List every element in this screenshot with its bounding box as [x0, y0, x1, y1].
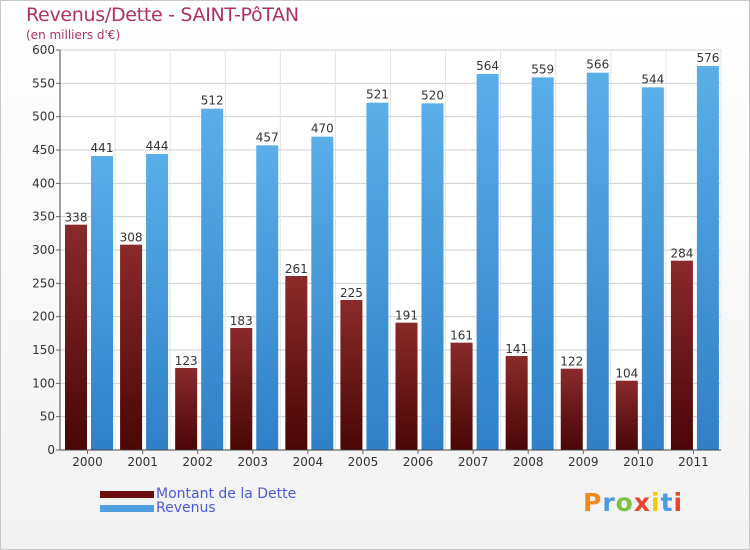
bar-dette-2006 [395, 322, 418, 450]
x-tick-label-2004: 2004 [293, 455, 324, 469]
data-label-dette-2007: 161 [450, 329, 473, 343]
legend-item-revenus: Revenus [100, 500, 216, 516]
bar-dette-2000 [65, 224, 87, 450]
bar-dette-2008 [505, 356, 528, 450]
bar-revenus-2009 [586, 72, 609, 451]
logo-letter: t [660, 488, 674, 517]
x-tick-label-2009: 2009 [568, 455, 599, 469]
data-label-revenus-2009: 566 [586, 58, 609, 72]
y-tick-label: 300 [32, 243, 55, 257]
data-label-revenus-2007: 564 [476, 59, 499, 73]
data-label-dette-2000: 338 [65, 211, 88, 225]
data-label-revenus-2005: 521 [366, 88, 389, 102]
data-label-dette-2006: 191 [395, 309, 418, 323]
logo-letter: x [633, 488, 651, 517]
legend-item-dette: Montant de la Dette [100, 486, 296, 502]
bar-dette-2004 [285, 276, 308, 450]
x-tick-label-2006: 2006 [403, 455, 434, 469]
data-label-dette-2011: 284 [670, 247, 693, 261]
y-tick-label: 400 [32, 176, 55, 190]
bar-revenus-2008 [531, 77, 554, 450]
chart-subtitle: (en milliers d'€) [26, 28, 121, 42]
bar-dette-2009 [560, 368, 583, 450]
x-tick-label-2005: 2005 [348, 455, 379, 469]
x-tick-label-2003: 2003 [238, 455, 269, 469]
data-label-revenus-2006: 520 [421, 88, 444, 102]
logo-letter: P [583, 488, 603, 517]
legend-swatch-revenus [100, 504, 154, 512]
y-tick-label: 150 [32, 343, 55, 357]
y-tick-label: 250 [32, 276, 55, 290]
bar-revenus-2011 [696, 66, 719, 450]
data-label-dette-2002: 123 [175, 354, 198, 368]
bar-revenus-2001 [146, 154, 169, 450]
data-label-revenus-2003: 457 [256, 130, 279, 144]
data-label-revenus-2001: 444 [146, 139, 169, 153]
bar-revenus-2000 [91, 156, 113, 450]
bar-dette-2002 [175, 368, 198, 450]
legend-label-revenus: Revenus [156, 500, 216, 516]
data-label-revenus-2004: 470 [311, 122, 334, 136]
data-label-revenus-2010: 544 [641, 72, 664, 86]
x-tick-label-2001: 2001 [127, 455, 158, 469]
data-label-dette-2003: 183 [230, 314, 253, 328]
x-tick-label-2008: 2008 [513, 455, 544, 469]
data-label-revenus-2002: 512 [201, 94, 224, 108]
x-tick-label-2011: 2011 [678, 455, 709, 469]
data-label-revenus-2000: 441 [91, 141, 114, 155]
x-tick-label-2010: 2010 [623, 455, 654, 469]
y-tick-label: 500 [32, 110, 55, 124]
data-label-dette-2009: 122 [560, 355, 583, 369]
data-label-dette-2010: 104 [615, 367, 638, 381]
data-label-revenus-2008: 559 [531, 62, 554, 76]
y-tick-label: 0 [47, 443, 55, 457]
y-tick-label: 350 [32, 210, 55, 224]
x-tick-label-2002: 2002 [182, 455, 213, 469]
y-tick-label: 200 [32, 310, 55, 324]
y-tick-label: 550 [32, 76, 55, 90]
bar-dette-2011 [670, 260, 693, 450]
y-tick-label: 100 [32, 376, 55, 390]
bar-revenus-2007 [476, 74, 499, 450]
bar-revenus-2003 [256, 145, 279, 451]
data-label-dette-2008: 141 [505, 342, 528, 356]
bar-revenus-2010 [641, 87, 664, 450]
logo-letter: i [651, 488, 661, 517]
bar-revenus-2006 [421, 103, 444, 450]
data-label-dette-2005: 225 [340, 286, 363, 300]
bar-revenus-2005 [366, 102, 389, 451]
legend-label-dette: Montant de la Dette [156, 486, 297, 502]
bar-dette-2005 [340, 300, 363, 450]
data-label-dette-2001: 308 [120, 231, 143, 245]
data-label-revenus-2011: 576 [696, 51, 719, 65]
bar-dette-2001 [120, 244, 143, 450]
bar-dette-2010 [615, 380, 638, 450]
legend-swatch-dette [100, 490, 154, 498]
data-label-dette-2004: 261 [285, 262, 308, 276]
y-tick-label: 600 [32, 43, 55, 57]
logo-letter: r [602, 488, 616, 517]
x-tick-label-2000: 2000 [72, 455, 103, 469]
proxiti-logo: Proxiti [583, 488, 683, 517]
y-tick-label: 450 [32, 143, 55, 157]
bar-dette-2007 [450, 342, 473, 450]
x-tick-label-2007: 2007 [458, 455, 489, 469]
logo-letter: o [615, 488, 634, 517]
bar-revenus-2004 [311, 136, 334, 450]
bar-revenus-2002 [201, 108, 224, 451]
logo-letter: i [673, 488, 684, 517]
chart-title: Revenus/Dette - SAINT-PôTAN [26, 4, 299, 26]
y-tick-label: 50 [40, 410, 55, 424]
bar-dette-2003 [230, 328, 253, 450]
